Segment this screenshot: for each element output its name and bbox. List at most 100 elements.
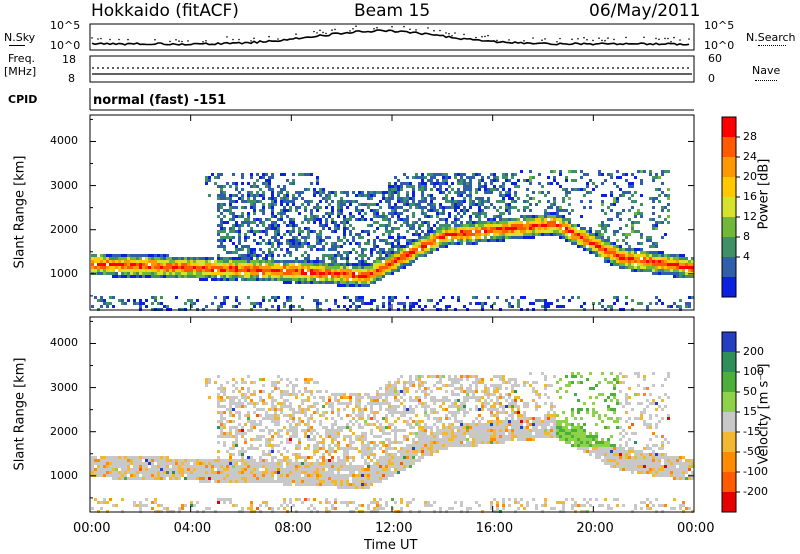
heatmap-cell	[91, 269, 94, 272]
heatmap-cell	[340, 393, 343, 396]
heatmap-cell	[379, 254, 382, 257]
heatmap-cell	[673, 263, 676, 266]
heatmap-cell	[253, 206, 256, 209]
heatmap-cell	[124, 468, 127, 471]
heatmap-cell	[220, 245, 223, 248]
heatmap-cell	[157, 269, 160, 272]
heatmap-cell	[340, 281, 343, 284]
heatmap-cell	[316, 465, 319, 468]
heatmap-cell	[373, 462, 376, 465]
heatmap-cell	[301, 197, 304, 200]
heatmap-cell	[547, 302, 550, 305]
heatmap-cell	[493, 224, 496, 227]
heatmap-cell	[367, 269, 370, 272]
heatmap-cell	[238, 480, 241, 483]
heatmap-cell	[313, 450, 316, 453]
heatmap-cell	[679, 269, 682, 272]
heatmap-cell	[460, 242, 463, 245]
heatmap-cell	[160, 275, 163, 278]
heatmap-cell	[298, 462, 301, 465]
heatmap-cell	[409, 224, 412, 227]
heatmap-cell	[199, 263, 202, 266]
heatmap-cell	[619, 176, 622, 179]
heatmap-cell	[640, 266, 643, 269]
heatmap-cell	[256, 423, 259, 426]
heatmap-cell	[112, 474, 115, 477]
heatmap-cell	[256, 471, 259, 474]
heatmap-cell	[301, 281, 304, 284]
heatmap-cell	[118, 462, 121, 465]
heatmap-cell	[292, 194, 295, 197]
heatmap-cell	[316, 272, 319, 275]
heatmap-cell	[691, 296, 694, 299]
heatmap-cell	[280, 429, 283, 432]
heatmap-cell	[388, 230, 391, 233]
heatmap-cell	[475, 215, 478, 218]
heatmap-cell	[232, 215, 235, 218]
heatmap-cell	[631, 224, 634, 227]
heatmap-cell	[250, 176, 253, 179]
heatmap-cell	[412, 254, 415, 257]
heatmap-cell	[235, 230, 238, 233]
heatmap-cell	[553, 215, 556, 218]
heatmap-cell	[316, 233, 319, 236]
heatmap-cell	[232, 263, 235, 266]
heatmap-cell	[322, 477, 325, 480]
heatmap-cell	[325, 200, 328, 203]
heatmap-cell	[394, 399, 397, 402]
heatmap-cell	[505, 218, 508, 221]
heatmap-cell	[298, 194, 301, 197]
heatmap-cell	[580, 227, 583, 230]
heatmap-cell	[316, 477, 319, 480]
heatmap-cell	[469, 236, 472, 239]
heatmap-cell	[232, 399, 235, 402]
heatmap-cell	[385, 399, 388, 402]
heatmap-cell	[469, 185, 472, 188]
heatmap-cell	[544, 224, 547, 227]
heatmap-cell	[142, 275, 145, 278]
heatmap-cell	[349, 200, 352, 203]
heatmap-cell	[358, 212, 361, 215]
heatmap-cell	[307, 236, 310, 239]
heatmap-cell	[232, 200, 235, 203]
heatmap-cell	[490, 182, 493, 185]
heatmap-cell	[649, 251, 652, 254]
heatmap-cell	[298, 456, 301, 459]
heatmap-cell	[613, 302, 616, 305]
heatmap-cell	[283, 197, 286, 200]
heatmap-cell	[295, 245, 298, 248]
heatmap-cell	[316, 299, 319, 302]
heatmap-cell	[247, 390, 250, 393]
heatmap-cell	[409, 182, 412, 185]
heatmap-cell	[295, 468, 298, 471]
heatmap-cell	[301, 480, 304, 483]
heatmap-cell	[343, 236, 346, 239]
heatmap-cell	[349, 212, 352, 215]
heatmap-cell	[388, 299, 391, 302]
nsearch-point	[316, 32, 318, 34]
heatmap-cell	[163, 266, 166, 269]
heatmap-cell	[100, 456, 103, 459]
heatmap-cell	[280, 462, 283, 465]
heatmap-cell	[517, 236, 520, 239]
heatmap-cell	[181, 507, 184, 510]
heatmap-cell	[373, 194, 376, 197]
heatmap-cell	[133, 474, 136, 477]
heatmap-cell	[166, 468, 169, 471]
heatmap-cell	[196, 299, 199, 302]
heatmap-cell	[280, 248, 283, 251]
heatmap-cell	[631, 260, 634, 263]
heatmap-cell	[667, 266, 670, 269]
heatmap-cell	[142, 462, 145, 465]
heatmap-cell	[331, 468, 334, 471]
heatmap-cell	[220, 260, 223, 263]
heatmap-cell	[343, 281, 346, 284]
heatmap-cell	[649, 245, 652, 248]
heatmap-cell	[100, 471, 103, 474]
heatmap-cell	[229, 197, 232, 200]
heatmap-cell	[382, 444, 385, 447]
heatmap-cell	[379, 468, 382, 471]
heatmap-cell	[493, 239, 496, 242]
heatmap-cell	[292, 278, 295, 281]
heatmap-cell	[376, 465, 379, 468]
